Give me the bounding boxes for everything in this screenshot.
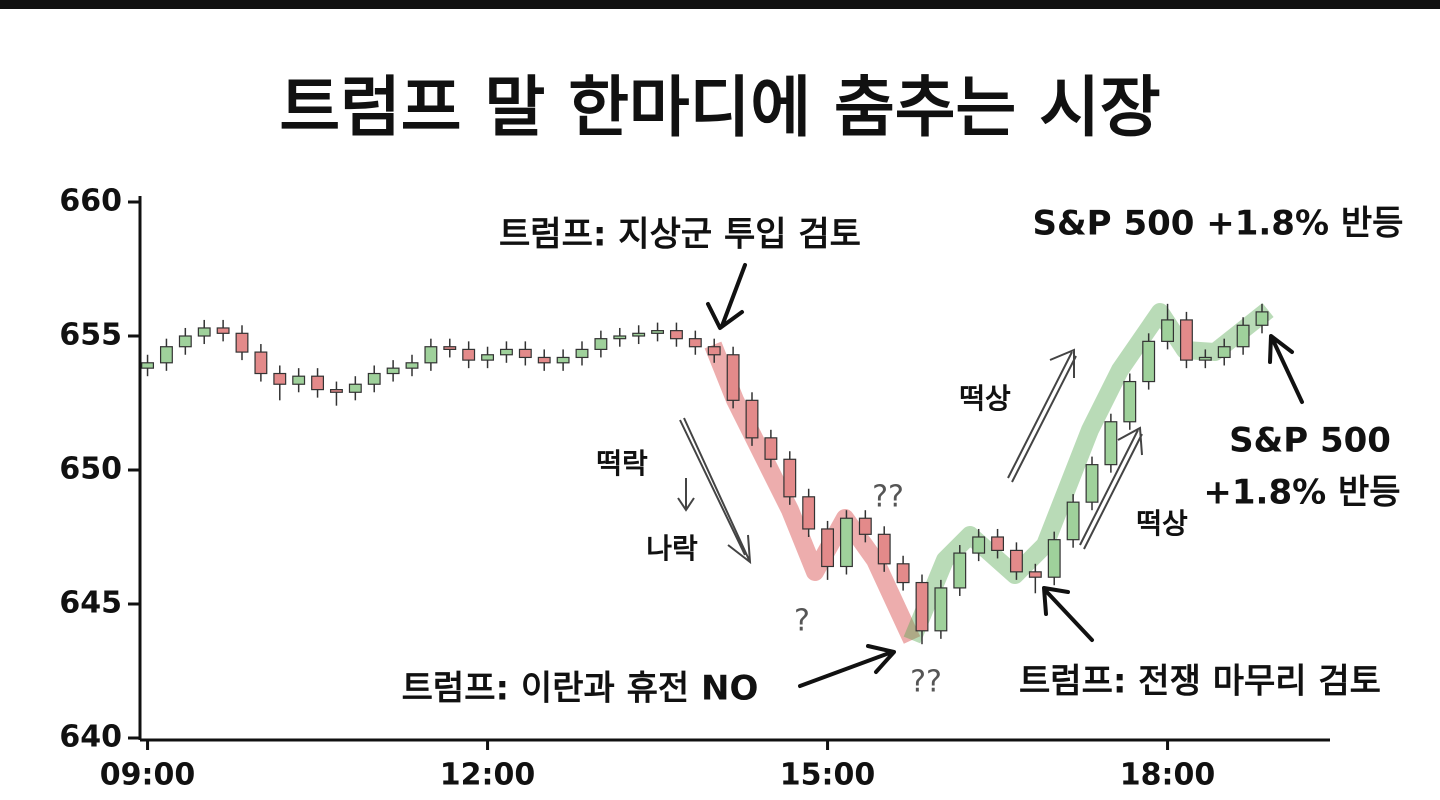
candle-body — [499, 348, 513, 356]
annotation: 트럼프: 전쟁 마무리 검토 — [1019, 662, 1381, 702]
candle-body — [953, 552, 967, 589]
candle-body — [1104, 421, 1118, 466]
x-tick-label: 15:00 — [780, 758, 876, 793]
candle-body — [726, 354, 740, 401]
candle-body — [745, 399, 759, 439]
arrow — [679, 417, 752, 565]
arrow — [706, 263, 747, 330]
candle-body — [839, 517, 853, 568]
annotation: 트럼프: 이란과 휴전 NO — [402, 669, 759, 709]
candle-body — [1066, 501, 1080, 541]
x-tick-label: 12:00 — [440, 758, 536, 793]
candle-body — [594, 338, 608, 350]
annotation: ?? — [910, 665, 942, 700]
candle-body — [1255, 311, 1269, 326]
candle-body — [311, 375, 325, 391]
candle-body — [329, 389, 343, 393]
candle-body — [1028, 571, 1042, 578]
candle-body — [556, 356, 570, 364]
candle-body — [348, 383, 362, 393]
candle-body — [141, 362, 155, 369]
annotation: 나락 — [646, 532, 698, 565]
annotation: 떡상 — [959, 382, 1011, 415]
annotation: ?? — [872, 480, 904, 515]
candle-body — [1123, 380, 1137, 423]
x-tick-label: 18:00 — [1120, 758, 1216, 793]
chart-title: 트럼프 말 한마디에 춤추는 시장 — [279, 69, 1160, 146]
candle-body — [688, 338, 702, 348]
candle-body — [386, 367, 400, 375]
candle-body — [235, 332, 249, 353]
candle-body — [972, 536, 986, 554]
candle-body — [424, 346, 438, 364]
candle-body — [1198, 356, 1212, 361]
candle-body — [707, 346, 721, 356]
candle-body — [216, 327, 230, 334]
candle-body — [783, 458, 797, 498]
candle-body — [1142, 340, 1156, 383]
candle-body — [443, 346, 457, 351]
candle-body — [802, 496, 816, 530]
annotation: S&P 500 +1.8% 반등 — [1033, 204, 1404, 244]
candle-body — [575, 348, 589, 359]
y-tick-label: 645 — [59, 586, 122, 621]
arrow — [798, 644, 896, 688]
arrow — [1042, 586, 1094, 642]
up-highlight — [903, 302, 1274, 644]
candle-body — [178, 335, 192, 348]
candle-body — [197, 327, 211, 337]
candle-body — [1085, 464, 1099, 503]
plot — [141, 303, 1269, 645]
candle-body — [1047, 539, 1061, 578]
candle-body — [367, 372, 381, 385]
annotation: 떡상 — [1136, 507, 1188, 540]
candle-body — [1009, 549, 1023, 573]
candle-body — [764, 437, 778, 460]
y-tick-label: 650 — [59, 452, 122, 487]
candle-body — [292, 375, 306, 385]
arrow — [1268, 334, 1304, 404]
arrow — [677, 478, 695, 512]
candle-body — [821, 528, 835, 568]
candle-body — [1236, 324, 1250, 348]
candle-body — [651, 330, 665, 334]
candle-body — [877, 533, 891, 565]
annotation: +1.8% 반등 — [1203, 473, 1400, 513]
annotation: S&P 500 — [1229, 421, 1391, 461]
candle-body — [405, 362, 419, 369]
down-highlight — [704, 341, 921, 644]
candle-body — [254, 351, 268, 375]
candle-body — [1161, 319, 1175, 342]
candle-body — [991, 536, 1005, 551]
annotation: 떡락 — [596, 447, 648, 480]
candle-body — [915, 581, 929, 632]
top-bar — [0, 0, 1440, 9]
candle-body — [1179, 319, 1193, 361]
candle-body — [518, 348, 532, 359]
candle-body — [1217, 346, 1231, 359]
arrow — [1007, 348, 1077, 483]
candle-body — [481, 354, 495, 361]
y-tick-label: 655 — [59, 318, 122, 353]
candle-body — [896, 563, 910, 584]
candle-body — [273, 372, 287, 385]
y-tick-label: 640 — [59, 720, 122, 755]
annotation: ? — [794, 604, 810, 639]
candle-body — [934, 587, 948, 632]
candle-body — [632, 332, 646, 337]
candle-body — [613, 335, 627, 340]
candle-body — [159, 346, 173, 364]
annotation: 트럼프: 지상군 투입 검토 — [499, 215, 861, 255]
candle-body — [669, 330, 683, 340]
y-tick-label: 660 — [59, 184, 122, 219]
arrow — [1079, 426, 1143, 550]
candle-body — [858, 517, 872, 535]
candle-body — [537, 356, 551, 364]
candle-body — [462, 348, 476, 361]
x-tick-label: 09:00 — [100, 758, 196, 793]
